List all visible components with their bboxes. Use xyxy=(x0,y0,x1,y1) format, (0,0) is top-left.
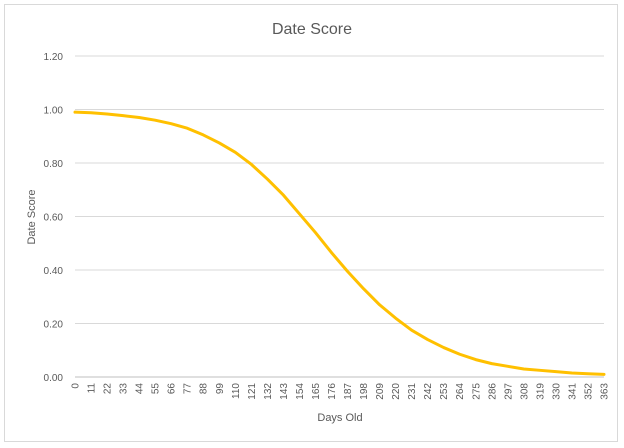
x-tick-label: 165 xyxy=(311,383,322,400)
y-tick-label: 1.20 xyxy=(44,52,64,63)
x-tick-label: 220 xyxy=(391,383,402,400)
y-axis-ticks: 0.00 0.20 0.40 0.60 0.80 1.00 1.20 xyxy=(44,52,64,384)
x-tick-label: 132 xyxy=(263,383,274,400)
x-tick-label: 330 xyxy=(551,383,562,400)
x-tick-label: 198 xyxy=(359,383,370,400)
x-axis-label: Days Old xyxy=(317,412,362,424)
x-tick-label: 143 xyxy=(279,383,290,400)
x-tick-label: 231 xyxy=(407,383,418,400)
x-tick-label: 253 xyxy=(439,383,450,400)
x-tick-label: 352 xyxy=(583,383,594,400)
y-tick-label: 0.20 xyxy=(44,320,64,331)
x-tick-label: 297 xyxy=(503,383,514,400)
x-tick-label: 110 xyxy=(231,383,242,399)
x-tick-label: 66 xyxy=(167,383,178,395)
x-axis-ticks: 0 11 22 33 44 55 66 77 88 99 110 121 132 143 154 165 176… xyxy=(71,383,611,400)
x-tick-label: 286 xyxy=(487,383,498,400)
y-tick-label: 1.00 xyxy=(44,106,64,117)
series-line xyxy=(73,110,606,376)
x-tick-label: 275 xyxy=(471,383,482,400)
x-tick-label: 11 xyxy=(87,383,98,394)
x-tick-label: 264 xyxy=(455,383,466,400)
x-tick-label: 242 xyxy=(423,383,434,400)
x-tick-label: 0 xyxy=(71,383,82,389)
y-axis-label: Date Score xyxy=(26,189,38,244)
y-tick-label: 0.60 xyxy=(44,213,64,224)
x-tick-label: 77 xyxy=(183,383,194,395)
x-tick-label: 55 xyxy=(151,383,162,395)
y-tick-label: 0.00 xyxy=(44,373,64,384)
x-tick-label: 176 xyxy=(327,383,338,400)
x-tick-label: 319 xyxy=(535,383,546,400)
x-tick-label: 33 xyxy=(119,383,130,395)
x-tick-label: 121 xyxy=(247,383,258,400)
y-tick-label: 0.80 xyxy=(44,159,64,170)
x-tick-label: 308 xyxy=(519,383,530,400)
series-group xyxy=(73,110,606,376)
x-tick-label: 187 xyxy=(343,383,354,400)
x-tick-label: 88 xyxy=(199,383,210,395)
y-tick-label: 0.40 xyxy=(44,266,64,277)
x-tick-label: 209 xyxy=(375,383,386,400)
chart-title: Date Score xyxy=(272,21,352,38)
x-tick-label: 154 xyxy=(295,383,306,400)
x-tick-label: 44 xyxy=(135,383,146,395)
x-tick-label: 341 xyxy=(567,383,578,400)
gridlines xyxy=(75,55,604,378)
x-tick-label: 22 xyxy=(103,383,114,395)
x-tick-label: 99 xyxy=(215,383,226,395)
x-tick-label: 363 xyxy=(600,383,611,400)
